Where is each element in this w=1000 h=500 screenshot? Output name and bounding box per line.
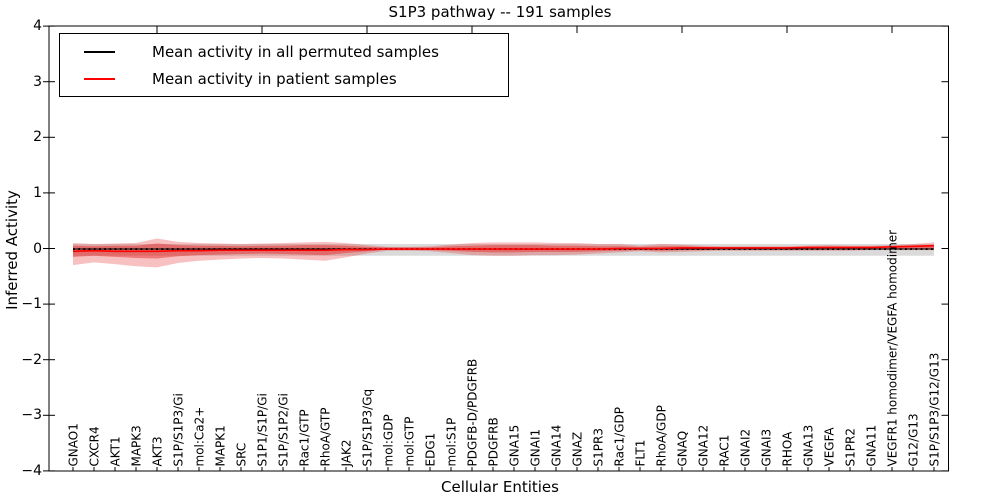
x-tick-label: S1PR3 xyxy=(592,428,606,466)
y-tick-label: −3 xyxy=(21,407,42,424)
x-tick-label: mol:S1P xyxy=(445,418,459,467)
x-tick-label: VEGFA xyxy=(823,427,837,467)
x-tick-label: GNAI2 xyxy=(739,429,753,467)
y-tick-label: 0 xyxy=(33,240,42,257)
legend: Mean activity in all permuted samples Me… xyxy=(59,33,509,97)
x-tick-label: S1P1/S1P/Gi xyxy=(256,393,270,466)
x-tick-label: GNA11 xyxy=(865,425,879,467)
x-tick-label: AKT1 xyxy=(109,436,123,466)
x-tick-label: FLT1 xyxy=(634,440,648,467)
x-tick-label: EDG1 xyxy=(424,433,438,467)
legend-label-patient: Mean activity in patient samples xyxy=(152,69,397,88)
x-tick-label: mol:Ca2+ xyxy=(193,407,207,467)
x-tick-label: GNAZ xyxy=(571,432,585,467)
patient-inner-band xyxy=(73,243,934,259)
x-tick-label: GNAO1 xyxy=(67,423,81,466)
x-tick-label: GNAQ xyxy=(676,431,690,467)
x-tick-label: S1P/S1P2/Gi xyxy=(277,393,291,466)
x-tick-label: AKT3 xyxy=(151,436,165,466)
chart-title: S1P3 pathway -- 191 samples xyxy=(388,3,612,21)
x-tick-label: MAPK3 xyxy=(130,425,144,466)
legend-entry-patient: Mean activity in patient samples xyxy=(60,67,508,91)
x-tick-label: S1P/S1P3/Gq xyxy=(361,389,375,467)
x-tick-label: GNA12 xyxy=(697,425,711,467)
x-tick-label: PDGFRB xyxy=(487,417,501,466)
x-axis-title: Cellular Entities xyxy=(441,478,559,496)
x-tick-label: S1PR2 xyxy=(844,428,858,466)
x-tick-label: Rac1/GDP xyxy=(613,407,627,466)
x-tick-label: MAPK1 xyxy=(214,425,228,466)
y-tick-label: 1 xyxy=(33,184,42,201)
x-tick-label: RhoA/GTP xyxy=(319,408,333,467)
y-tick-label: −1 xyxy=(21,296,42,313)
x-tick-label: GNA13 xyxy=(802,425,816,467)
legend-line-permuted-icon xyxy=(84,50,115,53)
x-tick-label: mol:GTP xyxy=(403,417,417,467)
y-tick-label: 3 xyxy=(33,73,42,90)
x-tick-label: VEGFR1 homodimer/VEGFA homodimer xyxy=(886,230,900,467)
y-tick-label: −2 xyxy=(21,351,42,368)
y-tick-label: 4 xyxy=(33,18,42,35)
x-tick-label: mol:GDP xyxy=(382,414,396,466)
y-tick-label: −4 xyxy=(21,462,42,479)
legend-line-patient-icon xyxy=(84,77,115,80)
x-tick-label: GNA14 xyxy=(550,425,564,467)
x-tick-label: RHOA xyxy=(781,431,795,467)
x-tick-label: PDGFB-D/PDGFRB xyxy=(466,359,480,467)
x-tick-label: S1P/S1P3/Gi xyxy=(172,393,186,466)
x-tick-label: G12/G13 xyxy=(907,413,921,466)
x-tick-label: GNA15 xyxy=(508,425,522,467)
legend-entry-permuted: Mean activity in all permuted samples xyxy=(60,40,508,64)
x-tick-label: S1P/S1P3/G12/G13 xyxy=(928,353,942,467)
x-tick-label: JAK2 xyxy=(340,439,354,467)
x-tick-label: GNAI1 xyxy=(529,429,543,467)
x-tick-label: SRC xyxy=(235,443,249,467)
x-tick-label: CXCR4 xyxy=(88,426,102,466)
x-tick-label: RhoA/GDP xyxy=(655,405,669,466)
patient-outer-band xyxy=(73,238,934,268)
x-tick-label: GNAI3 xyxy=(760,429,774,467)
permuted-range-band xyxy=(73,244,934,256)
legend-label-permuted: Mean activity in all permuted samples xyxy=(152,42,439,61)
y-tick-label: 2 xyxy=(33,129,42,146)
x-tick-label: RAC1 xyxy=(718,435,732,467)
x-tick-label: Rac1/GTP xyxy=(298,409,312,466)
patient-mean-line xyxy=(72,244,935,253)
